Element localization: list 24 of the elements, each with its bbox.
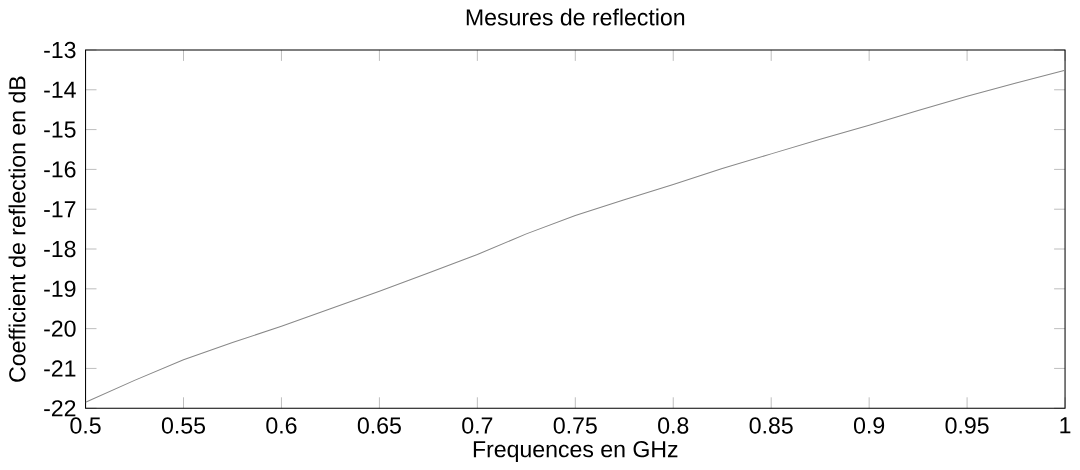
x-tick-label: 0.8 <box>658 417 689 434</box>
y-tick-label: -15 <box>44 121 76 138</box>
x-axis-title: Frequences en GHz <box>473 440 678 462</box>
y-tick-label: -17 <box>44 201 76 217</box>
x-tick-label: 0.85 <box>749 417 793 434</box>
y-axis-title: Coefficient de reflection en dB <box>8 76 26 382</box>
y-tick-label: -21 <box>44 360 76 377</box>
x-tick-label: 0.65 <box>357 417 401 434</box>
y-tick-label: -16 <box>44 160 76 178</box>
chart-title: Mesures de reflection <box>466 8 685 26</box>
y-tick-label: -18 <box>44 240 76 257</box>
x-tick-label: 0.7 <box>462 417 493 434</box>
y-tick-label: -13 <box>44 41 76 58</box>
x-tick-label: 0.6 <box>266 417 297 434</box>
y-tick-label: -14 <box>44 81 76 98</box>
x-tick-label: 0.5 <box>70 417 101 434</box>
x-tick-label: 1 <box>1060 417 1071 433</box>
x-tick-label: 0.95 <box>945 417 989 434</box>
y-tick-label: -19 <box>44 280 76 297</box>
x-tick-label: 0.9 <box>853 417 885 434</box>
x-tick-label: 0.75 <box>553 417 597 434</box>
y-tick-label: -20 <box>44 320 76 337</box>
x-tick-label: 0.55 <box>161 417 205 434</box>
y-tick-label: -22 <box>44 399 76 417</box>
